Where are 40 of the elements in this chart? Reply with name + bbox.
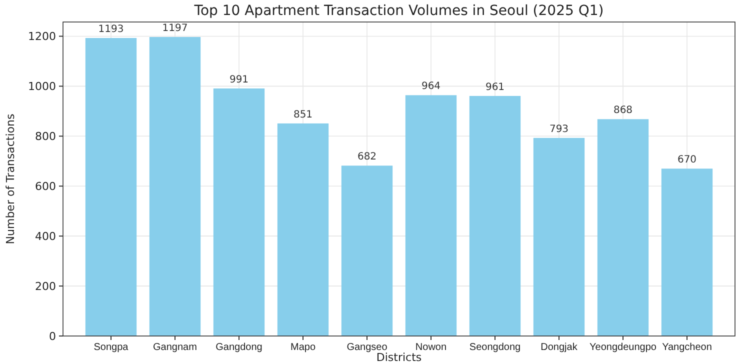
x-axis-title: Districts (376, 351, 422, 364)
data-label: 964 (421, 81, 441, 92)
data-label: 1193 (98, 24, 124, 35)
y-tick-label: 200 (35, 280, 56, 293)
bar (341, 166, 393, 336)
data-label: 670 (677, 154, 697, 166)
x-tick-label: Gangseo (346, 342, 388, 353)
chart-title: Top 10 Apartment Transaction Volumes in Seoul (2025 Q1) (193, 3, 604, 19)
bar (85, 38, 137, 336)
data-label: 991 (229, 74, 249, 86)
data-label: 682 (357, 152, 377, 163)
data-label: 868 (613, 105, 633, 116)
y-tick-label: 1200 (28, 30, 56, 44)
x-tick-label: Seongdong (469, 342, 521, 353)
y-tick-label: 1000 (28, 80, 56, 94)
bar (213, 88, 265, 336)
x-tick-label: Yeongdeungpo (590, 342, 657, 353)
x-tick-label: Nowon (415, 342, 447, 353)
y-tick-label: 0 (49, 330, 56, 343)
data-label: 961 (485, 82, 505, 93)
x-tick-label: Songpa (94, 342, 129, 353)
bar (149, 36, 201, 336)
bar (661, 168, 713, 336)
bar (533, 138, 585, 336)
bar (405, 95, 457, 336)
x-tick-label: Dongjak (540, 342, 578, 353)
x-tick-label: Mapo (290, 342, 316, 353)
bar (469, 96, 521, 336)
bar (277, 123, 329, 336)
y-axis-title: Number of Transactions (4, 114, 17, 244)
y-tick-label: 800 (35, 130, 56, 144)
x-tick-label: Gangdong (216, 342, 262, 353)
data-label: 793 (549, 124, 569, 135)
y-tick-label: 600 (35, 180, 56, 193)
y-tick-label: 400 (35, 230, 56, 243)
bar (597, 119, 649, 336)
data-label: 851 (293, 109, 313, 120)
data-label: 1197 (162, 22, 188, 34)
x-tick-label: Gangnam (153, 342, 197, 353)
x-tick-label: Yangcheon (662, 342, 712, 353)
